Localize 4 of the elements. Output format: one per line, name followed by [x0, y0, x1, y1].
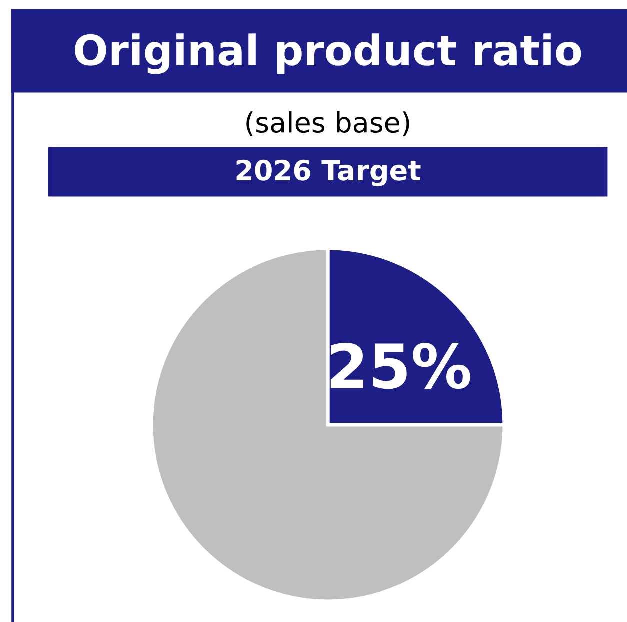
text: 2026 Target: [236, 160, 421, 186]
chart-title: Original product ratio: [75, 34, 582, 74]
chart-subtitle: (sales base): [246, 112, 410, 136]
data-label: 25%: [330, 342, 470, 390]
